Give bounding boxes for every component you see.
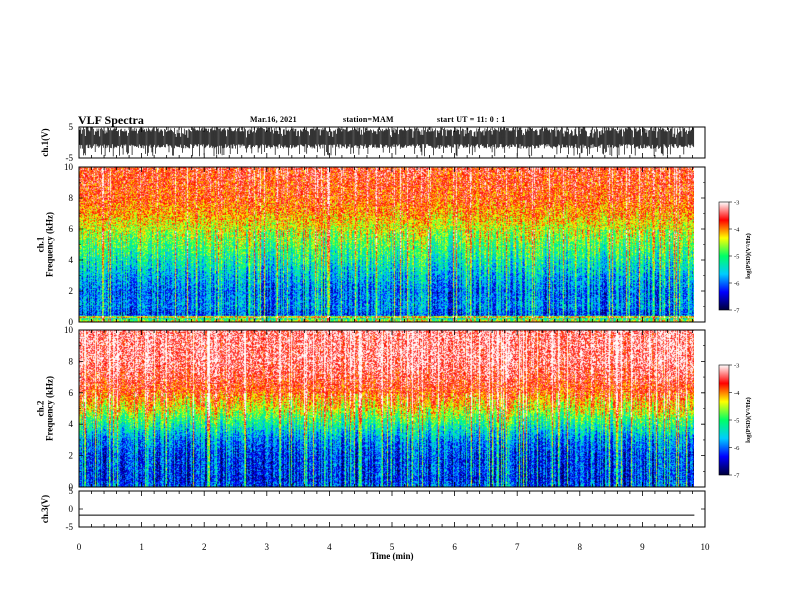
y-axis-label-s2: ch.2 — [36, 400, 46, 416]
colorbar-tick-label: -4 — [734, 390, 740, 397]
x-tick-label: 3 — [265, 542, 270, 552]
colorbar-2 — [718, 364, 730, 476]
y-tick-label-s1: 6 — [69, 224, 74, 234]
ch1-waveform-line — [78, 127, 695, 157]
ch2-spectrogram-image — [79, 330, 694, 487]
y-tick-label-w3: -5 — [66, 522, 74, 532]
x-tick-label: 4 — [327, 542, 332, 552]
start-time-label: start UT = 11: 0 : 1 — [437, 115, 506, 124]
ch1-waveform-trace — [78, 127, 695, 157]
colorbar-label: log(PSD)(V²/Hz) — [745, 397, 752, 443]
y-minor-ticks-s1 — [79, 182, 705, 307]
station-label: station=MAM — [343, 115, 394, 124]
y-axis-label-s1: Frequency (kHz) — [45, 212, 55, 277]
y-tick-label-w3: 0 — [69, 504, 74, 514]
y-tick-label-s2: 10 — [64, 325, 74, 335]
colorbar-tick-label: -5 — [734, 418, 739, 425]
y-axis-label-s1: ch.1 — [36, 236, 46, 252]
x-axis-label: Time (min) — [370, 551, 413, 561]
y-axis-label-w3: ch.3(V) — [40, 495, 50, 523]
colorbar-tick-label: -6 — [734, 445, 740, 452]
colorbar-tick-label: -4 — [734, 227, 740, 234]
y-axis-label-s2: Frequency (kHz) — [45, 376, 55, 441]
ch1-spectrogram-image — [79, 167, 694, 322]
y-tick-label-s2: 8 — [69, 356, 74, 366]
x-ticks-w3 — [78, 491, 706, 527]
x-tick-label: 6 — [452, 542, 457, 552]
colorbar-tick-label: -6 — [734, 281, 740, 288]
y-tick-label-s1: 0 — [69, 317, 74, 327]
y-tick-label-s2: 6 — [69, 388, 74, 398]
x-ticks-s1 — [78, 167, 706, 322]
x-tick-label: 2 — [202, 542, 207, 552]
y-tick-label-s1: 10 — [64, 162, 74, 172]
panel-frame-w3 — [78, 490, 706, 528]
y-tick-label-s2: 2 — [69, 451, 74, 461]
y-axis-label-w1: ch.1(V) — [40, 128, 50, 156]
x-tick-label: 7 — [515, 542, 520, 552]
x-tick-label: 9 — [640, 542, 645, 552]
colorbar-tick-label: -7 — [734, 308, 740, 315]
date-label: Mar.16, 2021 — [250, 115, 297, 124]
y-tick-label-w1: 5 — [69, 122, 74, 132]
colorbar-1 — [718, 201, 730, 311]
x-tick-label: 0 — [77, 542, 82, 552]
y-tick-label-s1: 2 — [69, 286, 74, 296]
colorbar-tick-label: -7 — [734, 473, 740, 480]
x-ticks-s2 — [78, 330, 706, 487]
y-tick-label-s1: 8 — [69, 193, 74, 203]
colorbar-tick-label: -3 — [734, 200, 739, 207]
x-ticks-w1 — [78, 127, 706, 158]
y-tick-label-s2: 4 — [69, 419, 74, 429]
y-tick-label-s1: 4 — [69, 255, 74, 265]
colorbar-tick-label: -3 — [734, 363, 739, 370]
y-tick-label-w3: 5 — [69, 486, 74, 496]
y-minor-ticks-s2 — [79, 345, 705, 472]
y-tick-label-s2: 0 — [69, 482, 74, 492]
x-tick-label: 10 — [701, 542, 711, 552]
y-tick-label-w1: -5 — [66, 153, 74, 163]
x-tick-label: 8 — [578, 542, 583, 552]
x-tick-label: 1 — [139, 542, 144, 552]
chart-title: VLF Spectra — [78, 113, 144, 127]
colorbar-label: log(PSD)(V²/Hz) — [745, 233, 752, 279]
colorbar-tick-label: -5 — [734, 254, 739, 261]
x-tick-label: 5 — [390, 542, 395, 552]
